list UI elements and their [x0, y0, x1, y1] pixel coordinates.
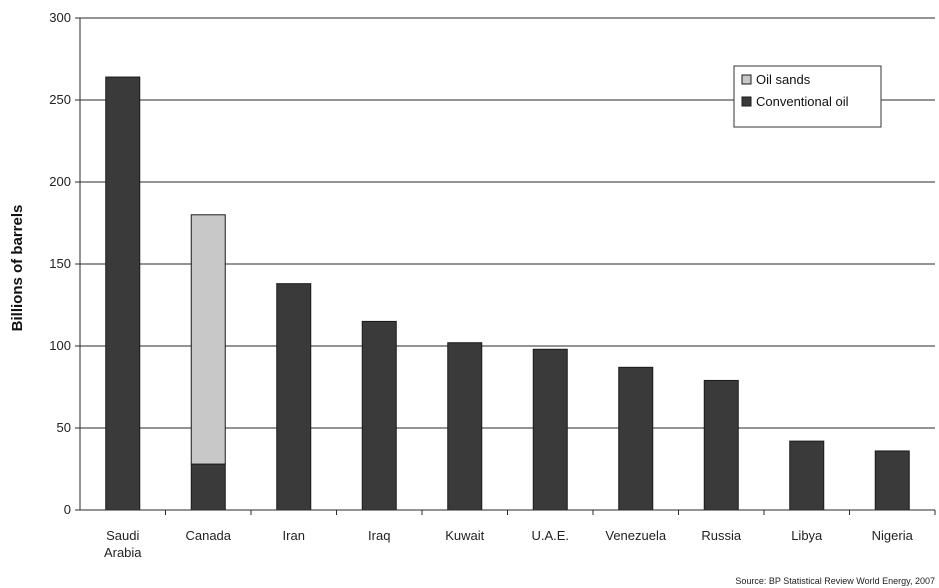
y-tick-label: 0 — [64, 502, 71, 517]
bar-conventional-oil — [532, 348, 568, 511]
x-tick-labels: Saudi Arabia Canada Iran Iraq Kuwait U.A.E. Ven… — [104, 528, 914, 560]
x-tick-label: Iran — [283, 528, 305, 543]
y-tick-labels: 0 50 100 150 200 250 300 — [49, 10, 71, 517]
bar-conventional-oil — [190, 463, 226, 511]
y-tick-label: 150 — [49, 256, 71, 271]
y-tick-label: 100 — [49, 338, 71, 353]
y-tick-label: 200 — [49, 174, 71, 189]
x-tick-label: Iraq — [368, 528, 390, 543]
legend-box — [733, 65, 882, 128]
x-tick-label: Arabia — [104, 545, 142, 560]
bar-conventional-oil — [874, 450, 910, 511]
x-tick-label: Russia — [701, 528, 742, 543]
bar-conventional-oil — [703, 379, 739, 511]
y-axis-label: Billions of barrels — [9, 205, 26, 332]
x-tick-label: Libya — [791, 528, 823, 543]
x-tick-label: Canada — [185, 528, 231, 543]
bar-conventional-oil — [447, 342, 483, 511]
axes — [79, 18, 936, 515]
legend-swatch — [741, 96, 752, 107]
y-tick-label: 50 — [57, 420, 71, 435]
legend-label: Oil sands — [756, 72, 811, 87]
x-tick-label: Venezuela — [605, 528, 666, 543]
legend-label: Conventional oil — [756, 94, 849, 109]
bar-conventional-oil — [789, 440, 825, 511]
y-tick-label: 300 — [49, 10, 71, 25]
legend-swatch — [741, 74, 752, 85]
bar-conventional-oil — [105, 76, 141, 511]
x-tick-label: Nigeria — [872, 528, 914, 543]
x-tick-label: U.A.E. — [531, 528, 569, 543]
bar-conventional-oil — [276, 283, 312, 511]
bar-conventional-oil — [618, 366, 654, 511]
bar-conventional-oil — [361, 320, 397, 511]
source-note: Source: BP Statistical Review World Ener… — [735, 576, 935, 586]
x-tick-label: Saudi — [106, 528, 139, 543]
x-tick-label: Kuwait — [445, 528, 484, 543]
y-tick-label: 250 — [49, 92, 71, 107]
bars — [105, 76, 910, 511]
legend: Oil sands Conventional oil — [733, 65, 882, 128]
bar-oil-sands — [190, 214, 226, 465]
